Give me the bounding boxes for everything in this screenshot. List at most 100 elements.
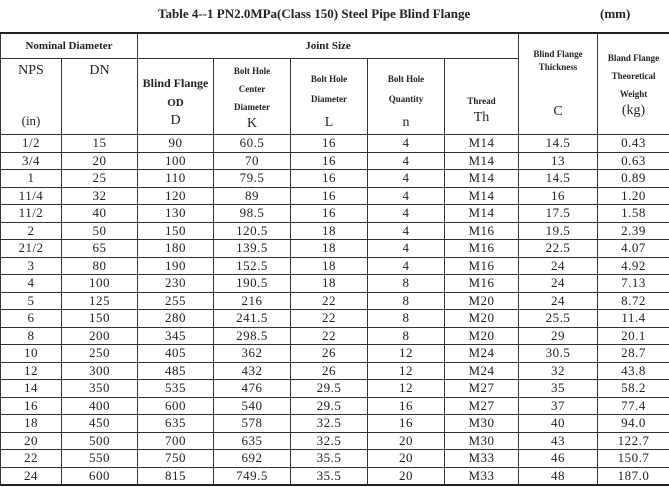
cell-hole-diameter: 18 (290, 256, 368, 275)
cell-center-diameter: 89 (213, 186, 291, 205)
cell-nps: 6 (0, 309, 62, 328)
cell-thickness: 14.5 (518, 134, 599, 153)
cell-dn: 450 (61, 414, 138, 433)
cell-thread: M27 (443, 396, 520, 415)
cell-weight: 11.4 (597, 309, 669, 328)
table-row: 11/2 40 130 98.5 16 4 M14 17.5 1.58 (0, 204, 669, 223)
cell-thread: M30 (443, 414, 520, 433)
header-hole-quantity-symbol: n (402, 114, 410, 130)
cell-thickness: 46 (518, 449, 599, 468)
cell-nps: 24 (0, 466, 62, 486)
header-od-label: Blind Flange (142, 75, 209, 90)
cell-od: 230 (137, 274, 214, 293)
cell-hole-diameter: 16 (290, 186, 368, 205)
cell-weight: 77.4 (597, 396, 669, 415)
cell-center-diameter: 241.5 (213, 309, 291, 328)
cell-nps: 5 (0, 291, 62, 310)
cell-hole-quantity: 4 (367, 221, 445, 240)
header-hole-diameter-symbol: L (324, 114, 334, 130)
cell-thread: M16 (443, 239, 520, 258)
cell-hole-quantity: 20 (367, 466, 445, 486)
cell-thread: M27 (443, 379, 520, 398)
cell-thread: M33 (443, 449, 520, 468)
cell-thread: M14 (443, 134, 520, 153)
cell-dn: 300 (61, 361, 138, 380)
cell-dn: 20 (61, 151, 138, 170)
cell-nps: 16 (0, 396, 62, 415)
cell-weight: 0.43 (597, 134, 669, 153)
header-thread-symbol: Th (473, 110, 490, 125)
table-row: 1 25 110 79.5 16 4 M14 14.5 0.89 (0, 169, 669, 188)
cell-od: 635 (137, 414, 214, 433)
header-nps-unit: (in) (21, 113, 41, 128)
cell-center-diameter: 70 (213, 151, 291, 170)
header-hole-diameter: Bolt Hole Diameter L (290, 58, 368, 135)
cell-nps: 8 (0, 326, 62, 345)
cell-thread: M14 (443, 186, 520, 205)
cell-weight: 0.89 (597, 169, 669, 188)
cell-od: 180 (137, 239, 214, 258)
cell-center-diameter: 749.5 (213, 466, 291, 486)
cell-thickness: 48 (518, 466, 599, 486)
cell-dn: 25 (61, 169, 138, 188)
cell-thickness: 29 (518, 326, 599, 345)
table-row: 10 250 405 362 26 12 M24 30.5 28.7 (0, 344, 669, 363)
cell-hole-diameter: 22 (290, 309, 368, 328)
header-thread: Thread Th (443, 58, 520, 135)
cell-dn: 125 (61, 291, 138, 310)
cell-nps: 20 (0, 431, 62, 450)
cell-thickness: 17.5 (518, 204, 599, 223)
table-row: 21/2 65 180 139.5 18 4 M16 22.5 4.07 (0, 239, 669, 258)
cell-hole-quantity: 20 (367, 431, 445, 450)
cell-nps: 14 (0, 379, 62, 398)
cell-thread: M16 (443, 256, 520, 275)
cell-weight: 58.2 (597, 379, 669, 398)
cell-weight: 8.72 (597, 291, 669, 310)
cell-hole-diameter: 26 (290, 361, 368, 380)
cell-hole-diameter: 35.5 (290, 466, 368, 486)
cell-thread: M20 (443, 326, 520, 345)
header-nominal-diameter: Nominal Diameter (0, 32, 138, 59)
table-row: 24 600 815 749.5 35.5 20 M33 48 187.0 (0, 466, 669, 486)
cell-thickness: 32 (518, 361, 599, 380)
cell-dn: 32 (61, 186, 138, 205)
cell-hole-diameter: 22 (290, 291, 368, 310)
header-hole-quantity: Bolt Hole Quantity n (367, 58, 445, 135)
header-thickness-symbol: C (553, 104, 563, 119)
cell-hole-quantity: 8 (367, 309, 445, 328)
cell-center-diameter: 139.5 (213, 239, 291, 258)
cell-thickness: 24 (518, 256, 599, 275)
cell-od: 485 (137, 361, 214, 380)
table-row: 20 500 700 635 32.5 20 M30 43 122.7 (0, 431, 669, 450)
cell-center-diameter: 362 (213, 344, 291, 363)
cell-center-diameter: 692 (213, 449, 291, 468)
cell-hole-quantity: 16 (367, 396, 445, 415)
table-row: 3 80 190 152.5 18 4 M16 24 4.92 (0, 256, 669, 275)
cell-weight: 122.7 (597, 431, 669, 450)
cell-weight: 94.0 (597, 414, 669, 433)
cell-thickness: 35 (518, 379, 599, 398)
header-center-diameter: Bolt Hole Center Diameter K (213, 58, 291, 135)
cell-hole-diameter: 18 (290, 274, 368, 293)
cell-thickness: 16 (518, 186, 599, 205)
cell-center-diameter: 578 (213, 414, 291, 433)
cell-dn: 500 (61, 431, 138, 450)
cell-hole-quantity: 4 (367, 169, 445, 188)
cell-weight: 4.92 (597, 256, 669, 275)
table-row: 5 125 255 216 22 8 M20 24 8.72 (0, 291, 669, 310)
cell-center-diameter: 298.5 (213, 326, 291, 345)
cell-nps: 12 (0, 361, 62, 380)
cell-thickness: 24 (518, 291, 599, 310)
cell-hole-quantity: 8 (367, 274, 445, 293)
cell-dn: 150 (61, 309, 138, 328)
cell-thickness: 22.5 (518, 239, 599, 258)
cell-od: 345 (137, 326, 214, 345)
cell-dn: 200 (61, 326, 138, 345)
header-hole-diameter-label: Bolt Hole Diameter (310, 73, 348, 104)
cell-weight: 187.0 (597, 466, 669, 486)
table-row: 4 100 230 190.5 18 8 M16 24 7.13 (0, 274, 669, 293)
header-joint-size: Joint Size (136, 32, 520, 59)
cell-center-diameter: 120.5 (213, 221, 291, 240)
cell-thickness: 24 (518, 274, 599, 293)
cell-nps: 1 (0, 169, 62, 188)
